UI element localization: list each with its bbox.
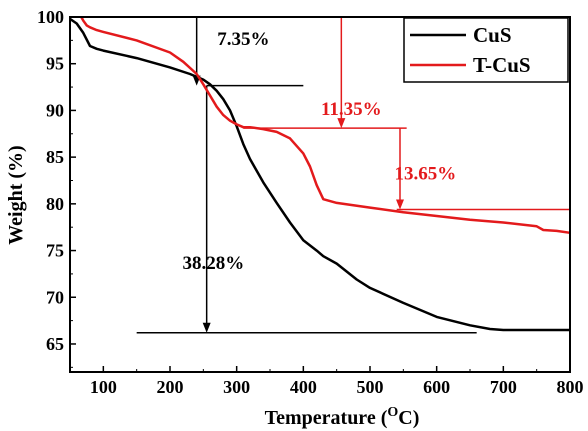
y-tick-label-85: 85 bbox=[46, 147, 64, 167]
legend-label-tcus: T-CuS bbox=[473, 53, 531, 77]
axis-ticks: 100 200 300 400 500 600 700 800 65 70 75 80 85 90 95 10… bbox=[37, 7, 584, 397]
arrow-2 bbox=[337, 17, 346, 129]
x-tick-label-600: 600 bbox=[423, 377, 450, 397]
arrow-head-2 bbox=[337, 118, 346, 129]
x-tick-label-200: 200 bbox=[157, 377, 184, 397]
arrow-3 bbox=[396, 128, 404, 210]
annotation-3: 38.28% bbox=[182, 253, 244, 274]
plot-area: 7.35% 11.35% 13.65% 38.28% bbox=[69, 16, 571, 334]
series-line-t-cus bbox=[80, 16, 571, 235]
arrow-head-3 bbox=[396, 199, 404, 210]
x-axis-title-unit: C) bbox=[398, 407, 419, 429]
x-tick-label-300: 300 bbox=[223, 377, 250, 397]
y-tick-label-70: 70 bbox=[46, 287, 64, 307]
annotation-2: 13.65% bbox=[394, 164, 456, 185]
y-tick-label-65: 65 bbox=[46, 334, 64, 354]
x-tick-label-700: 700 bbox=[490, 377, 517, 397]
y-tick-label-80: 80 bbox=[46, 194, 64, 214]
legend-box bbox=[403, 17, 569, 83]
y-tick-label-100: 100 bbox=[37, 7, 64, 27]
arrow-1 bbox=[202, 85, 211, 333]
x-axis-title-main: Temperature ( bbox=[265, 407, 388, 429]
x-tick-label-500: 500 bbox=[357, 377, 384, 397]
x-axis-title: Temperature (OC) bbox=[265, 405, 420, 429]
x-axis-title-superscript: O bbox=[387, 405, 398, 420]
x-tick-label-400: 400 bbox=[290, 377, 317, 397]
plot-frame bbox=[69, 16, 571, 373]
y-tick-label-90: 90 bbox=[46, 100, 64, 120]
series-line-cus bbox=[69, 17, 570, 332]
annotation-0: 7.35% bbox=[217, 29, 269, 50]
x-tick-label-100: 100 bbox=[90, 377, 117, 397]
annotation-1: 11.35% bbox=[321, 99, 382, 120]
arrow-head-1 bbox=[202, 322, 211, 333]
legend-label-cus: CuS bbox=[473, 23, 512, 47]
x-tick-label-800: 800 bbox=[557, 377, 584, 397]
y-axis-title: Weight (%) bbox=[5, 145, 27, 244]
legend: CuS T-CuS bbox=[403, 17, 569, 83]
y-tick-label-95: 95 bbox=[46, 54, 64, 74]
y-tick-label-75: 75 bbox=[46, 241, 64, 261]
